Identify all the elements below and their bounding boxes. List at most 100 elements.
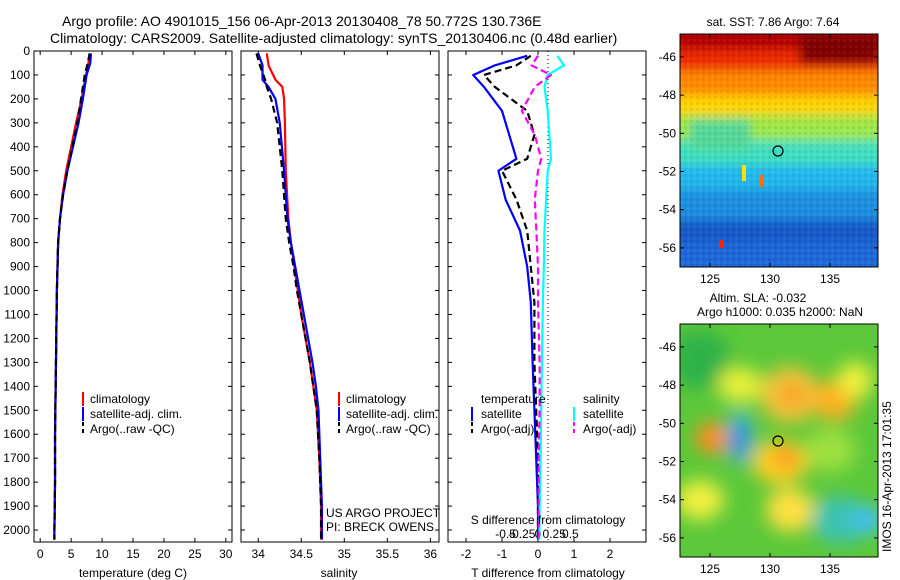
sla-heatmap: [680, 324, 878, 557]
series-line-argo-raw-qc-: [255, 53, 323, 540]
temperature-legend: climatology satellite-adj. clim. Argo(..…: [82, 392, 182, 436]
sla-argo-location-marker: [772, 435, 784, 447]
legend-label-s-satellite: satellite: [583, 407, 624, 421]
sla-map-frame: [679, 323, 879, 558]
series-line-satellite: [538, 55, 566, 540]
y-tick-label: 0: [23, 44, 30, 58]
sst-map-panel: sat. SST: 7.86 Argo: 7.64: [659, 15, 879, 286]
y-tick-label: 1500: [3, 403, 30, 417]
x-tick-label: 0: [535, 547, 542, 561]
y-tick-label: 2000: [3, 523, 30, 537]
x-tick-label: 5: [68, 547, 75, 561]
x-tick-label: 15: [126, 547, 140, 561]
map-x-tick-label: 125: [700, 272, 720, 286]
map-y-tick-label: -46: [659, 340, 677, 354]
map-y-tick-label: -48: [659, 378, 677, 392]
map-y-tick-label: -54: [659, 203, 677, 217]
series-line-satellite-adj-clim-: [257, 53, 324, 540]
y-tick-label: 500: [10, 164, 30, 178]
x-tick-label: 2: [607, 547, 614, 561]
legend-label-argo: Argo(..raw -QC): [346, 422, 431, 436]
salinity-panel: 34 34.5 35 35.5 36 climatology satellite-adj…: [240, 50, 441, 580]
sla-map-axes: 125 130 135 -46 -48 -50 -52 -54 -56: [659, 324, 878, 576]
y-tick-label: 1200: [3, 331, 30, 345]
figure-title-line1: Argo profile: AO 4901015_156 06-Apr-2013…: [62, 13, 542, 29]
x-tick-label: 36: [424, 547, 438, 561]
y-tick-label: 800: [10, 236, 30, 250]
temperature-axes-frame: [33, 50, 233, 543]
map-x-tick-label: 130: [760, 272, 780, 286]
map-x-tick-label: 135: [820, 562, 840, 576]
temperature-x-axis: 0 5 10 15 20 25 30: [37, 51, 233, 561]
x-tick-label: 34.5: [290, 547, 314, 561]
sst-heatmap: [680, 34, 878, 267]
salinity-legend: climatology satellite-adj. clim. Argo(..…: [338, 392, 438, 436]
legend-label-t-argo: Argo(-adj): [481, 422, 534, 436]
y-tick-label: 600: [10, 188, 30, 202]
x-tick-label: 30: [219, 547, 233, 561]
salinity-axes-frame: [240, 50, 440, 543]
series-line-argo-raw-qc-: [53, 53, 91, 540]
legend-label-s-argo: Argo(-adj): [583, 422, 636, 436]
salinity-depth-ticks: [241, 50, 439, 531]
series-line-climatology: [265, 53, 323, 540]
sst-argo-location-marker: [772, 145, 784, 157]
map-x-tick-label: 135: [820, 272, 840, 286]
map-y-tick-label: -56: [659, 241, 677, 255]
legend-label-t-satellite: satellite: [481, 407, 522, 421]
s-difference-label: S difference from climatology: [471, 513, 626, 527]
temperature-series: [53, 53, 93, 540]
map-y-tick-label: -50: [659, 416, 677, 430]
y-tick-label: 1900: [3, 499, 30, 513]
y-tick-label: 700: [10, 212, 30, 226]
temperature-panel: 0100200300400500600700800900100011001200…: [3, 44, 233, 580]
legend-heading-salinity: salinity: [583, 392, 620, 406]
legend-label-argo: Argo(..raw -QC): [90, 422, 175, 436]
map-x-tick-label: 125: [700, 562, 720, 576]
depth-axis: 0 100 200 300 400 500 600 700 800 900 1000 1100 1200…: [3, 44, 232, 537]
salinity-x-label: salinity: [321, 566, 358, 580]
series-line-climatology: [53, 53, 91, 540]
s-tick-label: -0.25: [508, 527, 536, 541]
x-tick-label: 20: [157, 547, 171, 561]
y-tick-label: 1700: [3, 451, 30, 465]
salinity-x-axis: 34 34.5 35 35.5 36: [252, 51, 438, 561]
t-difference-x-label: T difference from climatology: [471, 566, 625, 580]
y-tick-label: 300: [10, 116, 30, 130]
s-difference-axis: -0.5-0.25 0 0.250.5: [495, 527, 579, 541]
map-y-tick-label: -56: [659, 531, 677, 545]
s-tick-label: 0.5: [562, 527, 579, 541]
x-tick-label: 34: [252, 547, 266, 561]
imos-timestamp: IMOS 16-Apr-2013 17:01:35: [880, 401, 894, 552]
sst-map-title: sat. SST: 7.86 Argo: 7.64: [707, 15, 840, 29]
credit-pi: PI: BRECK OWENS: [326, 520, 434, 534]
x-tick-label: 10: [95, 547, 109, 561]
sla-map-panel: Altim. SLA: -0.032 Argo h1000: 0.035 h20…: [659, 291, 879, 576]
map-y-tick-label: -54: [659, 493, 677, 507]
map-y-tick-label: -52: [659, 455, 677, 469]
legend-label-climatology: climatology: [346, 392, 406, 406]
series-line-argo-adj-: [482, 54, 540, 540]
x-tick-label: -2: [461, 547, 472, 561]
difference-legend: temperature salinity satellite Argo(-adj…: [471, 392, 636, 436]
x-tick-label: 1: [571, 547, 578, 561]
s-tick-label: 0.25: [543, 527, 567, 541]
y-tick-label: 200: [10, 92, 30, 106]
x-tick-label: 0: [37, 547, 44, 561]
x-tick-label: -1: [497, 547, 508, 561]
sst-map-frame: [679, 33, 879, 268]
series-line-satellite-adj-clim-: [53, 53, 93, 540]
difference-axes-frame: [447, 50, 647, 543]
y-tick-label: 1800: [3, 475, 30, 489]
legend-heading-temperature: temperature: [481, 392, 546, 406]
y-tick-label: 1600: [3, 427, 30, 441]
y-tick-label: 1000: [3, 284, 30, 298]
legend-label-satellite-adj: satellite-adj. clim.: [346, 407, 438, 421]
y-tick-label: 1400: [3, 379, 30, 393]
series-line-argo-adj-: [520, 55, 553, 540]
map-y-tick-label: -48: [659, 88, 677, 102]
x-tick-label: 35.5: [376, 547, 400, 561]
map-y-tick-label: -46: [659, 50, 677, 64]
difference-depth-ticks: [448, 50, 646, 531]
